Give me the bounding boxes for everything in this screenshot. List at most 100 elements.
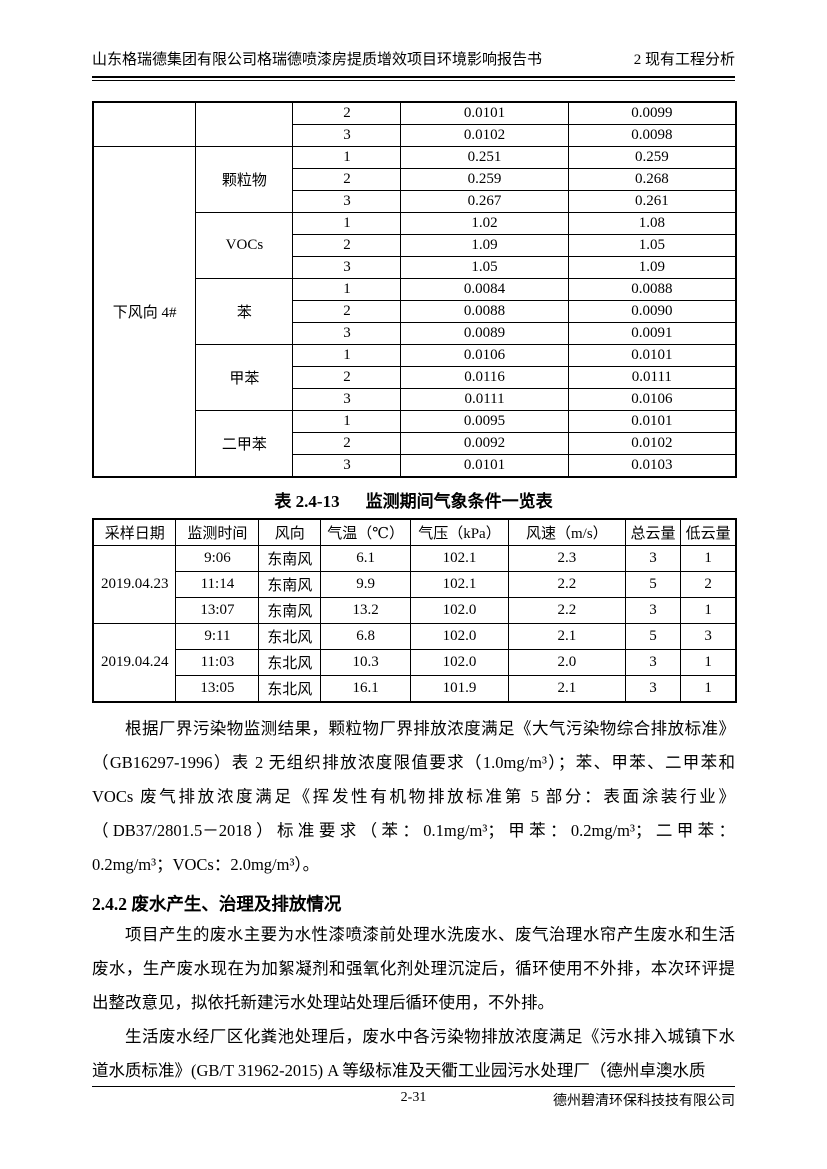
weather-row: 13:05 东北风 16.1 101.9 2.1 3 1 <box>93 675 737 703</box>
wind-direction-cell: 东南风 <box>258 571 322 598</box>
monitor-row: 2 0.0092 0.0102 <box>93 432 737 455</box>
value-cell: 0.0111 <box>400 388 569 411</box>
value-cell: 0.0088 <box>567 278 737 301</box>
temperature-cell: 9.9 <box>320 571 412 598</box>
page-content: 山东格瑞德集团有限公司格瑞德喷漆房提质增效项目环境影响报告书 2 现有工程分析 … <box>92 0 737 1088</box>
sample-no-cell: 3 <box>292 388 402 411</box>
wind-speed-cell: 2.2 <box>507 597 626 624</box>
monitor-row: 2 0.0101 0.0099 <box>92 101 737 147</box>
sample-no-cell: 2 <box>292 101 402 125</box>
pollutant-cell: 二甲苯 <box>195 410 294 478</box>
total-cloud-cell: 5 <box>624 623 682 650</box>
temperature-cell: 10.3 <box>320 649 412 676</box>
pressure-cell: 101.9 <box>410 675 509 703</box>
header-report-title: 山东格瑞德集团有限公司格瑞德喷漆房提质增效项目环境影响报告书 <box>92 52 543 68</box>
value-cell: 0.0098 <box>567 124 737 147</box>
monitor-row: 3 0.0089 0.0091 <box>93 322 737 345</box>
value-cell: 0.261 <box>567 190 737 213</box>
header-divider <box>92 76 735 81</box>
total-cloud-cell: 3 <box>624 675 682 703</box>
weather-header-cell: 气温（℃） <box>320 518 412 546</box>
wind-direction-cell: 东北风 <box>258 675 322 703</box>
monitor-row: 3 0.0101 0.0103 <box>93 454 737 478</box>
value-cell: 0.0101 <box>400 101 569 125</box>
weather-header-cell: 风向 <box>258 518 322 546</box>
weather-header-cell: 采样日期 <box>92 518 177 546</box>
low-cloud-cell: 1 <box>680 675 737 703</box>
weather-row: 11:03 东北风 10.3 102.0 2.0 3 1 <box>93 649 737 676</box>
value-cell: 0.0090 <box>567 300 737 323</box>
monitor-time-cell: 13:05 <box>175 675 260 703</box>
pollutant-cell: 颗粒物 <box>195 146 294 213</box>
pollutant-cell-continued <box>195 101 294 147</box>
value-cell: 0.0101 <box>567 410 737 433</box>
pressure-cell: 102.1 <box>410 571 509 598</box>
weather-row: 11:14 东南风 9.9 102.1 2.2 5 2 <box>93 571 737 598</box>
value-cell: 1.02 <box>400 212 569 235</box>
temperature-cell: 6.8 <box>320 623 412 650</box>
monitor-row: 苯 1 0.0084 0.0088 <box>93 278 737 345</box>
value-cell: 0.267 <box>400 190 569 213</box>
paragraph-domestic-wastewater: 生活废水经厂区化粪池处理后，废水中各污染物排放浓度满足《污水排入城镇下水道水质标… <box>92 1027 735 1080</box>
page-header: 山东格瑞德集团有限公司格瑞德喷漆房提质增效项目环境影响报告书 2 现有工程分析 <box>92 0 735 70</box>
monitor-time-cell: 13:07 <box>175 597 260 624</box>
temperature-cell: 16.1 <box>320 675 412 703</box>
location-cell: 下风向 4# <box>92 146 197 478</box>
low-cloud-cell: 1 <box>680 649 737 676</box>
sample-date-cell: 2019.04.24 <box>92 623 177 703</box>
wind-speed-cell: 2.0 <box>507 649 626 676</box>
monitor-row: 下风向 4# 颗粒物 1 0.251 0.259 <box>92 146 737 478</box>
pressure-cell: 102.0 <box>410 597 509 624</box>
weather-table-number: 表 2.4-13 <box>274 492 340 511</box>
total-cloud-cell: 3 <box>624 649 682 676</box>
value-cell: 0.0106 <box>400 344 569 367</box>
wind-direction-cell: 东北风 <box>258 623 322 650</box>
value-cell: 0.0088 <box>400 300 569 323</box>
sample-no-cell: 3 <box>292 454 402 478</box>
value-cell: 0.259 <box>400 168 569 191</box>
monitor-time-cell: 9:11 <box>175 623 260 650</box>
sample-date-cell: 2019.04.23 <box>92 545 177 624</box>
paragraph-wastewater-sources: 项目产生的废水主要为水性漆喷漆前处理水洗废水、废气治理水帘产生废水和生活废水，生… <box>92 925 735 1012</box>
sample-no-cell: 1 <box>292 278 402 301</box>
value-cell: 0.0106 <box>567 388 737 411</box>
sample-no-cell: 2 <box>292 432 402 455</box>
sample-no-cell: 2 <box>292 366 402 389</box>
wind-direction-cell: 东北风 <box>258 649 322 676</box>
value-cell: 0.0092 <box>400 432 569 455</box>
value-cell: 0.268 <box>567 168 737 191</box>
sample-no-cell: 1 <box>292 410 402 433</box>
value-cell: 0.259 <box>567 146 737 169</box>
value-cell: 0.0101 <box>567 344 737 367</box>
weather-header-cell: 风速（m/s） <box>507 518 626 546</box>
value-cell: 0.0099 <box>567 101 737 125</box>
pressure-cell: 102.0 <box>410 623 509 650</box>
sample-no-cell: 1 <box>292 212 402 235</box>
weather-header-cell: 低云量 <box>680 518 737 546</box>
weather-table-title: 表 2.4-13 监测期间气象条件一览表 <box>92 487 735 512</box>
monitor-row: 2 1.09 1.05 <box>93 234 737 257</box>
sample-no-cell: 1 <box>292 344 402 367</box>
location-cell-continued <box>92 101 197 147</box>
pollutant-cell: VOCs <box>195 212 294 279</box>
header-chapter: 2 现有工程分析 <box>633 52 735 68</box>
value-cell: 1.09 <box>400 234 569 257</box>
weather-header-cell: 总云量 <box>624 518 682 546</box>
low-cloud-cell: 1 <box>680 597 737 624</box>
paragraph-air-monitor-conclusion: 根据厂界污染物监测结果，颗粒物厂界排放浓度满足《大气污染物综合排放标准》（GB1… <box>92 719 735 874</box>
total-cloud-cell: 5 <box>624 571 682 598</box>
wind-direction-cell: 东南风 <box>258 597 322 624</box>
monitor-row: 3 0.0102 0.0098 <box>93 124 737 147</box>
value-cell: 0.0111 <box>567 366 737 389</box>
sample-no-cell: 3 <box>292 190 402 213</box>
sample-no-cell: 2 <box>292 234 402 257</box>
weather-header-cell: 气压（kPa） <box>410 518 509 546</box>
weather-row: 2019.04.23 9:06 东南风 6.1 102.1 2.3 3 1 <box>92 545 737 624</box>
weather-header-cell: 监测时间 <box>175 518 260 546</box>
value-cell: 0.0102 <box>400 124 569 147</box>
sample-no-cell: 3 <box>292 256 402 279</box>
monitor-time-cell: 11:14 <box>175 571 260 598</box>
wind-speed-cell: 2.1 <box>507 623 626 650</box>
monitor-time-cell: 9:06 <box>175 545 260 572</box>
temperature-cell: 13.2 <box>320 597 412 624</box>
